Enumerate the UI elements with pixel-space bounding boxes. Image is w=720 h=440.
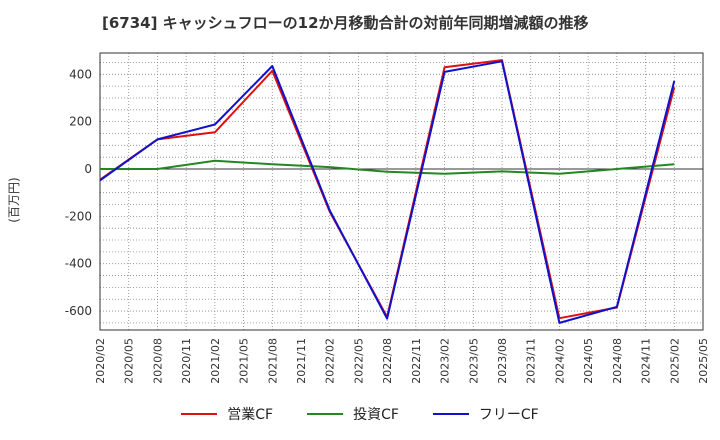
y-tick-label: 200 bbox=[69, 115, 92, 129]
x-tick-label: 2020/02 bbox=[94, 338, 107, 384]
plot-frame bbox=[99, 52, 704, 331]
series-line bbox=[100, 159, 675, 175]
y-axis-label: (百万円) bbox=[7, 177, 21, 222]
x-tick-label: 2023/11 bbox=[525, 338, 538, 384]
x-tick-label: 2024/11 bbox=[640, 338, 653, 384]
x-tick-label: 2025/05 bbox=[697, 338, 710, 384]
x-tick-label: 2021/08 bbox=[266, 338, 279, 384]
chart-title: [6734] キャッシュフローの12か月移動合計の対前年同期増減額の推移 bbox=[102, 14, 589, 32]
x-tick-label: 2021/11 bbox=[295, 338, 308, 384]
legend-swatch bbox=[181, 413, 218, 415]
legend-swatch bbox=[307, 413, 344, 415]
legend-item: 営業CF bbox=[181, 404, 273, 424]
series-line bbox=[99, 60, 676, 324]
x-tick-label: 2024/02 bbox=[553, 338, 566, 384]
x-tick-label: 2021/02 bbox=[209, 338, 222, 384]
x-tick-label: 2022/02 bbox=[324, 338, 337, 384]
y-tick-label: 400 bbox=[69, 67, 92, 81]
y-tick-label: -600 bbox=[65, 304, 92, 318]
series-lines bbox=[99, 59, 676, 324]
axes: -600 -400 -200 0 200 400 2020/02 2020/05 2020/08… bbox=[65, 52, 710, 384]
x-tick-label: 2024/05 bbox=[582, 338, 595, 384]
y-tick-label: -200 bbox=[65, 209, 92, 223]
legend-label: 営業CF bbox=[227, 407, 274, 423]
x-tick-label: 2023/08 bbox=[496, 338, 509, 384]
y-tick-label: 0 bbox=[84, 162, 92, 176]
x-tick-label: 2022/05 bbox=[352, 338, 365, 384]
x-tick-label: 2021/05 bbox=[238, 338, 251, 384]
x-tick-label: 2020/08 bbox=[151, 338, 164, 384]
x-tick-label: 2022/08 bbox=[381, 338, 394, 384]
x-tick-label: 2022/11 bbox=[410, 338, 423, 384]
legend: 営業CF 投資CF フリーCF bbox=[0, 404, 720, 424]
gridlines bbox=[99, 53, 704, 330]
legend-label: 投資CF bbox=[353, 407, 399, 423]
legend-label: フリーCF bbox=[478, 407, 539, 423]
x-tick-label: 2023/02 bbox=[439, 338, 452, 384]
legend-item: フリーCF bbox=[432, 404, 539, 424]
x-tick-label: 2023/05 bbox=[467, 338, 480, 384]
legend-item: 投資CF bbox=[307, 404, 399, 424]
legend-swatch bbox=[432, 413, 469, 415]
line-chart: -600 -400 -200 0 200 400 2020/02 2020/05 2020/08… bbox=[7, 52, 710, 384]
x-tick-label: 2020/11 bbox=[180, 338, 193, 384]
y-tick-label: -400 bbox=[65, 257, 92, 271]
x-tick-label: 2024/08 bbox=[611, 338, 624, 384]
x-tick-label: 2025/02 bbox=[668, 338, 681, 384]
x-tick-label: 2020/05 bbox=[123, 338, 136, 384]
